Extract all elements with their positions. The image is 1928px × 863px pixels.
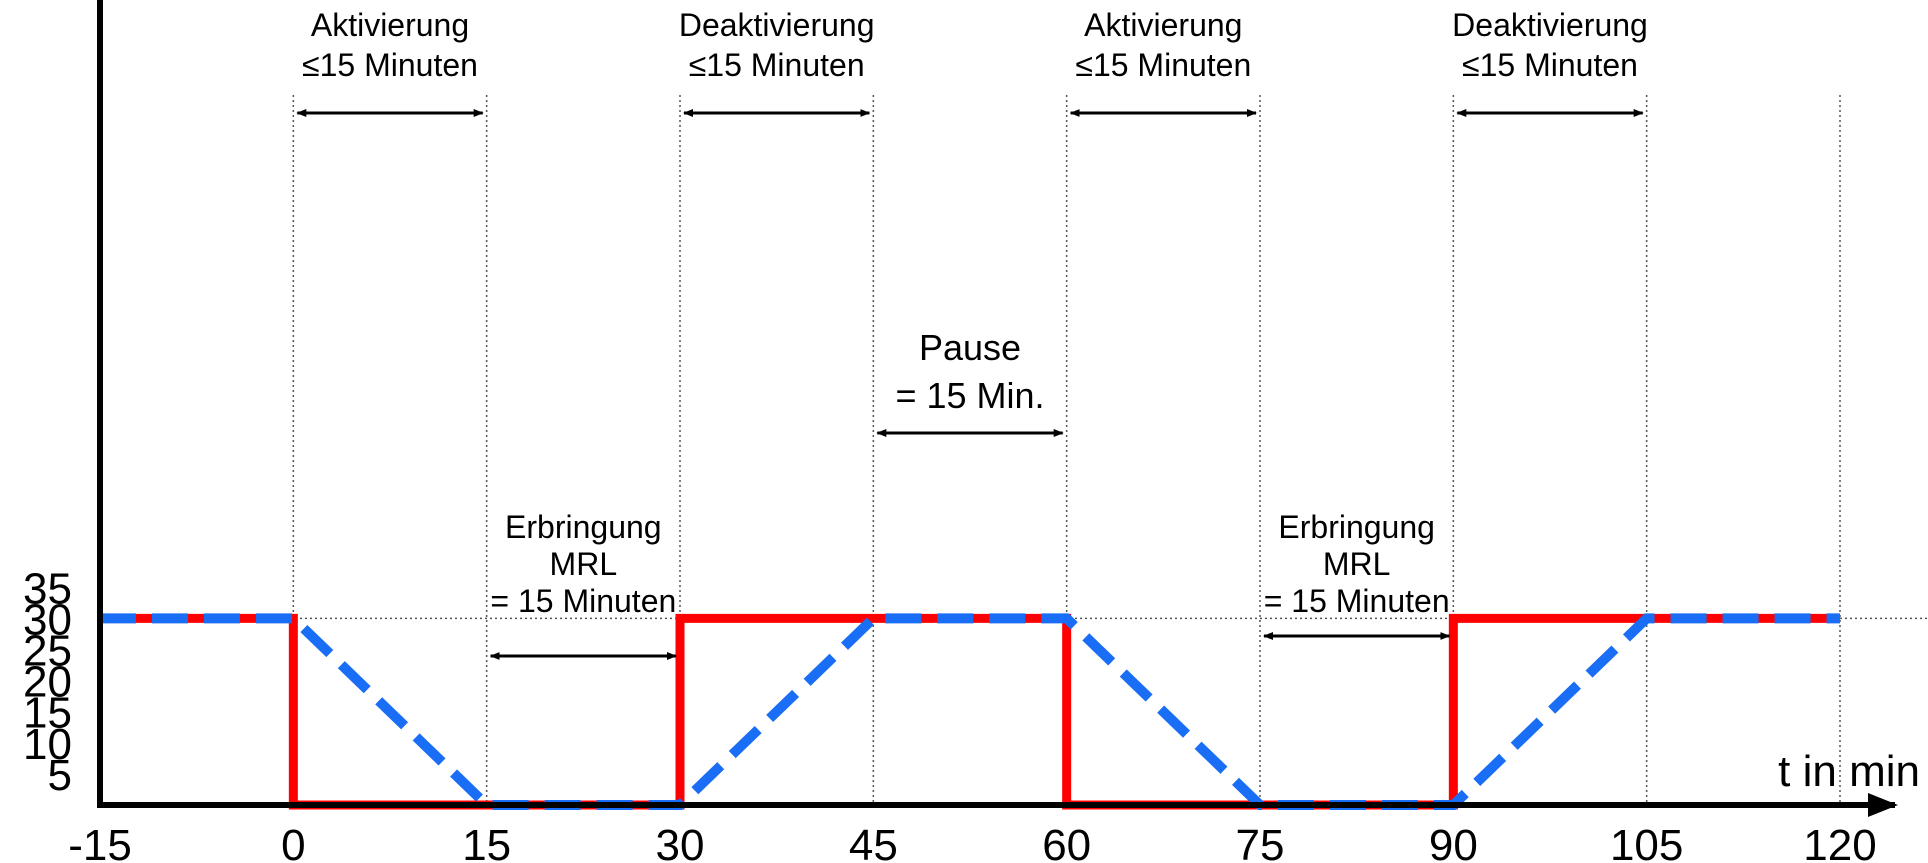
annotation-label: Pause: [919, 327, 1021, 368]
series-line-dashed: [100, 613, 1840, 810]
annotation-label: ≤15 Minuten: [1462, 47, 1638, 83]
series-line-solid: [100, 613, 1840, 810]
x-tick-label: -15: [68, 821, 132, 863]
x-tick-label: 120: [1803, 821, 1876, 863]
y-tick-label: 35: [23, 564, 72, 613]
annotations: Aktivierung ≤15 Minuten Deaktivierung ≤15 M…: [296, 7, 1648, 660]
annotation-label: Deaktivierung: [1452, 7, 1648, 43]
annotation-label: ≤15 Minuten: [1075, 47, 1251, 83]
grid: [100, 95, 1928, 805]
annotation-label: Erbringung: [505, 509, 662, 545]
x-tick-label: 60: [1042, 821, 1091, 863]
x-tick-label: 75: [1236, 821, 1285, 863]
series-group: [100, 613, 1840, 810]
y-tick-label: 5: [48, 751, 72, 800]
annotation-label: = 15 Minuten: [1264, 583, 1450, 619]
x-tick-label: 90: [1429, 821, 1478, 863]
annotation-label: Aktivierung: [1084, 7, 1242, 43]
annotation-label: = 15 Minuten: [490, 583, 676, 619]
axes: [97, 0, 1898, 817]
x-tick-label: 15: [462, 821, 511, 863]
y-tick-label: 30: [23, 595, 72, 644]
x-tick-label: 105: [1610, 821, 1683, 863]
annotation-label: = 15 Min.: [895, 375, 1044, 416]
x-tick-label: 0: [281, 821, 305, 863]
y-tick-label: 15: [23, 689, 72, 738]
annotation-label: ≤15 Minuten: [689, 47, 865, 83]
x-tick-label: 45: [849, 821, 898, 863]
annotation-label: Erbringung: [1278, 509, 1435, 545]
annotation-label: Deaktivierung: [679, 7, 875, 43]
y-tick-label: 25: [23, 627, 72, 676]
x-axis-label: t in min: [1778, 747, 1920, 796]
annotation-label: ≤15 Minuten: [302, 47, 478, 83]
y-tick-label: 20: [23, 658, 72, 707]
annotation-label: Aktivierung: [311, 7, 469, 43]
y-tick-label: 10: [23, 720, 72, 769]
annotation-label: MRL: [1323, 546, 1391, 582]
annotation-label: MRL: [550, 546, 618, 582]
x-tick-label: 30: [656, 821, 705, 863]
